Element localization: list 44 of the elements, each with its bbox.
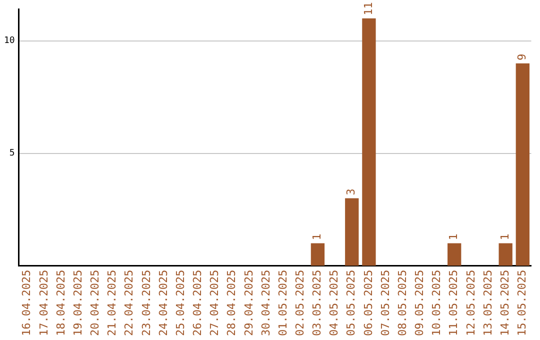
x-tick-label: 15.05.2025 <box>516 270 529 336</box>
x-tick-label: 11.05.2025 <box>447 270 460 336</box>
x-tick-label: 02.05.2025 <box>294 270 306 336</box>
x-tick-label: 01.05.2025 <box>276 270 290 336</box>
x-tick-label: 12.05.2025 <box>464 270 478 336</box>
x-tick-label: 28.04.2025 <box>225 270 238 336</box>
x-tick-label: 29.04.2025 <box>242 270 256 336</box>
bar <box>516 63 530 266</box>
x-tick-label: 19.04.2025 <box>71 270 84 336</box>
x-tick-label: 04.05.2025 <box>328 270 341 336</box>
x-tick-label: 09.05.2025 <box>413 270 426 336</box>
x-tick-label: 17.04.2025 <box>37 270 50 336</box>
x-tick-label: 22.04.2025 <box>122 270 136 336</box>
bar <box>498 243 512 266</box>
x-tick-label: 21.04.2025 <box>106 270 119 336</box>
y-tick-label: 10 <box>4 36 15 46</box>
x-tick-label: 14.05.2025 <box>498 270 512 336</box>
bar <box>448 243 462 266</box>
data-label: 1 <box>498 234 512 240</box>
data-label: 1 <box>447 234 460 240</box>
x-tick-label: 05.05.2025 <box>344 270 358 336</box>
x-tick-label: 03.05.2025 <box>310 270 324 336</box>
bar <box>362 18 376 266</box>
x-tick-label: 07.05.2025 <box>378 270 392 336</box>
y-tick-label: 5 <box>9 148 15 159</box>
x-tick-label: 18.04.2025 <box>54 270 68 336</box>
data-label: 11 <box>362 2 375 16</box>
x-tick-label: 25.04.2025 <box>174 270 187 336</box>
x-tick-label: 24.04.2025 <box>156 270 170 336</box>
data-label: 1 <box>310 234 324 240</box>
bar <box>310 243 325 266</box>
data-label: 3 <box>344 188 358 196</box>
x-tick-label: 16.04.2025 <box>20 270 34 336</box>
x-tick-label: 27.04.2025 <box>208 270 222 336</box>
data-label: 9 <box>516 54 529 60</box>
bar <box>345 198 359 266</box>
x-tick-label: 10.05.2025 <box>430 270 444 336</box>
x-tick-label: 23.04.2025 <box>140 270 153 336</box>
x-tick-label: 26.04.2025 <box>191 270 204 336</box>
x-tick-label: 08.05.2025 <box>396 270 409 336</box>
x-tick-label: 30.04.2025 <box>259 270 272 336</box>
x-tick-label: 06.05.2025 <box>362 270 375 336</box>
x-tick-label: 20.04.2025 <box>88 270 102 336</box>
x-tick-label: 13.05.2025 <box>481 270 494 336</box>
